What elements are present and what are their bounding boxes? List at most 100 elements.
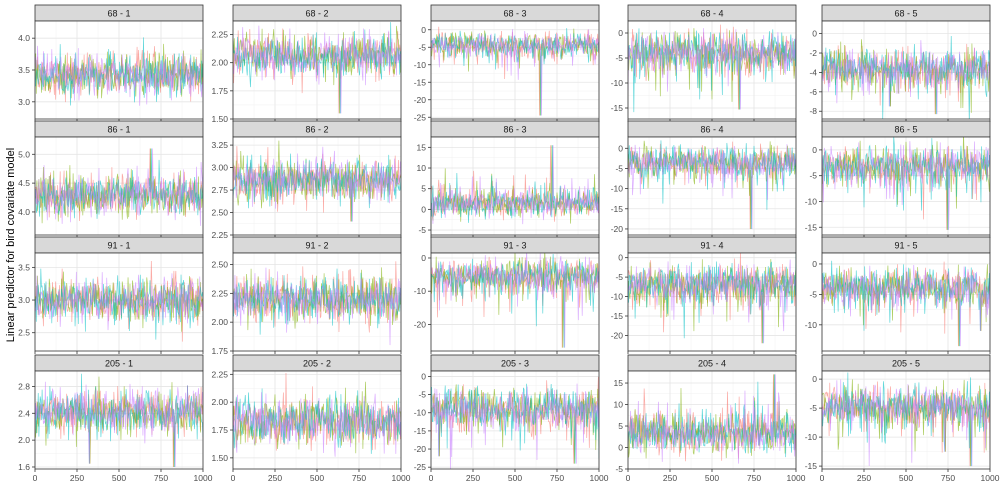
facet-strip-label: 91 - 5 — [894, 241, 917, 251]
y-tick-label: -10 — [805, 432, 818, 442]
y-tick-label: -15 — [414, 426, 427, 436]
chain-traces — [35, 148, 203, 226]
facet-panel: 68 - 3 -25 -20 -15 -10 -5 0 — [414, 4, 600, 122]
x-tick-label: 750 — [550, 473, 564, 483]
x-tick-label: 500 — [112, 473, 126, 483]
chain-traces — [628, 140, 796, 229]
chain-trace-line — [233, 388, 401, 454]
x-tick-label: 250 — [466, 473, 480, 483]
facet-strip-label: 86 - 3 — [503, 125, 526, 135]
chain-trace-line — [431, 254, 599, 348]
y-tick-label: -5 — [615, 53, 623, 63]
x-tick-label: 750 — [747, 473, 761, 483]
y-tick-label: 0 — [618, 253, 623, 263]
facet-panel: 86 - 1 4.0 4.5 5.0 — [18, 120, 204, 238]
y-tick-label: 1.50 — [211, 453, 228, 463]
y-tick-label: 2.25 — [211, 30, 228, 40]
y-tick-label: 5 — [421, 184, 426, 194]
facet-strip-label: 68 - 2 — [305, 9, 328, 19]
y-tick-label: -5 — [615, 272, 623, 282]
y-tick-label: 3.0 — [18, 295, 30, 305]
y-tick-label: 3.00 — [211, 163, 228, 173]
facet-strip-label: 68 - 4 — [700, 9, 723, 19]
y-tick-label: -10 — [805, 320, 818, 330]
chain-trace-line — [628, 374, 796, 459]
y-tick-label: 1.6 — [18, 462, 30, 472]
y-tick-label: -5 — [615, 464, 623, 474]
y-tick-label: 0 — [618, 143, 623, 153]
y-tick-label: 0 — [421, 204, 426, 214]
y-tick-label: -2 — [809, 48, 817, 58]
y-tick-label: -20 — [414, 319, 427, 329]
x-tick-label: 750 — [352, 473, 366, 483]
chain-traces — [822, 137, 990, 230]
y-tick-label: -5 — [809, 171, 817, 181]
facet-panel: 91 - 2 1.75 2.00 2.25 2.50 — [211, 236, 402, 356]
chain-traces — [628, 253, 796, 344]
facet-panel: 205 - 2 1.50 1.75 2.00 2.25 0 250 500 750 1000 — [211, 354, 411, 483]
x-tick-label: 250 — [857, 473, 871, 483]
chain-trace-line — [822, 35, 990, 119]
y-tick-label: 0 — [812, 374, 817, 384]
facet-grid: 68 - 13.03.54.068 - 21.501.752.002.2568 … — [18, 4, 1000, 483]
chain-traces — [431, 376, 599, 469]
chain-traces — [35, 37, 203, 106]
y-tick-label: 15 — [417, 142, 427, 152]
y-tick-label: 5.0 — [18, 149, 30, 159]
x-tick-label: 0 — [231, 473, 236, 483]
y-tick-label: 10 — [417, 163, 427, 173]
y-tick-label: -10 — [414, 60, 427, 70]
facet-panel: 68 - 5 -8 -6 -4 -2 0 — [809, 4, 991, 122]
facet-strip-label: 86 - 4 — [700, 125, 723, 135]
chain-trace-line — [35, 148, 203, 226]
x-tick-label: 0 — [429, 473, 434, 483]
chain-trace-line — [431, 383, 599, 469]
y-tick-label: 3.5 — [18, 65, 30, 75]
y-tick-label: 2.0 — [18, 435, 30, 445]
facet-strip-label: 86 - 1 — [107, 125, 130, 135]
chain-trace-line — [628, 28, 796, 110]
y-tick-label: 0 — [421, 253, 426, 263]
chain-trace-line — [35, 268, 203, 340]
x-tick-label: 750 — [154, 473, 168, 483]
y-tick-label: 0 — [618, 28, 623, 38]
facet-panel: 205 - 1 1.6 2.0 2.4 2.8 0 250 500 750 1000 — [18, 354, 213, 483]
facet-panel: 91 - 1 2.5 3.0 3.5 — [18, 236, 204, 354]
chain-traces — [822, 372, 990, 467]
y-tick-label: 0 — [812, 259, 817, 269]
y-tick-label: -4 — [809, 67, 817, 77]
y-tick-label: 1.75 — [211, 86, 228, 96]
y-tick-label: -15 — [611, 311, 624, 321]
chain-traces — [233, 22, 401, 114]
x-tick-label: 0 — [820, 473, 825, 483]
chain-trace-line — [822, 379, 990, 467]
x-tick-label: 1000 — [392, 473, 411, 483]
facet-panel: 205 - 3 -25 -20 -15 -10 -5 0 0 250 500 750 1000 — [414, 354, 609, 483]
facet-strip-label: 68 - 3 — [503, 9, 526, 19]
y-tick-label: 0 — [812, 29, 817, 39]
y-tick-label: 2.75 — [211, 185, 228, 195]
y-tick-label: -15 — [805, 461, 818, 471]
y-tick-label: 0 — [618, 443, 623, 453]
y-tick-label: -5 — [809, 289, 817, 299]
y-tick-label: -10 — [611, 292, 624, 302]
y-tick-label: -6 — [809, 87, 817, 97]
chain-trace-line — [233, 392, 401, 457]
y-tick-label: -5 — [418, 42, 426, 52]
chain-traces — [628, 374, 796, 464]
y-tick-label: -10 — [414, 408, 427, 418]
y-tick-label: -8 — [809, 106, 817, 116]
y-tick-label: 10 — [614, 400, 624, 410]
y-tick-label: -5 — [615, 163, 623, 173]
facet-panel: 86 - 5 -15 -10 -5 0 — [805, 120, 991, 238]
facet-panel: 205 - 5 -15 -10 -5 0 0 250 500 750 1000 — [805, 354, 1000, 483]
chain-trace-line — [233, 22, 401, 114]
y-tick-label: 4.0 — [18, 33, 30, 43]
x-tick-label: 250 — [268, 473, 282, 483]
facet-strip-label: 91 - 3 — [503, 241, 526, 251]
x-tick-label: 250 — [70, 473, 84, 483]
y-axis-label: Linear predictor for bird covariate mode… — [5, 148, 17, 342]
y-tick-label: -20 — [414, 444, 427, 454]
